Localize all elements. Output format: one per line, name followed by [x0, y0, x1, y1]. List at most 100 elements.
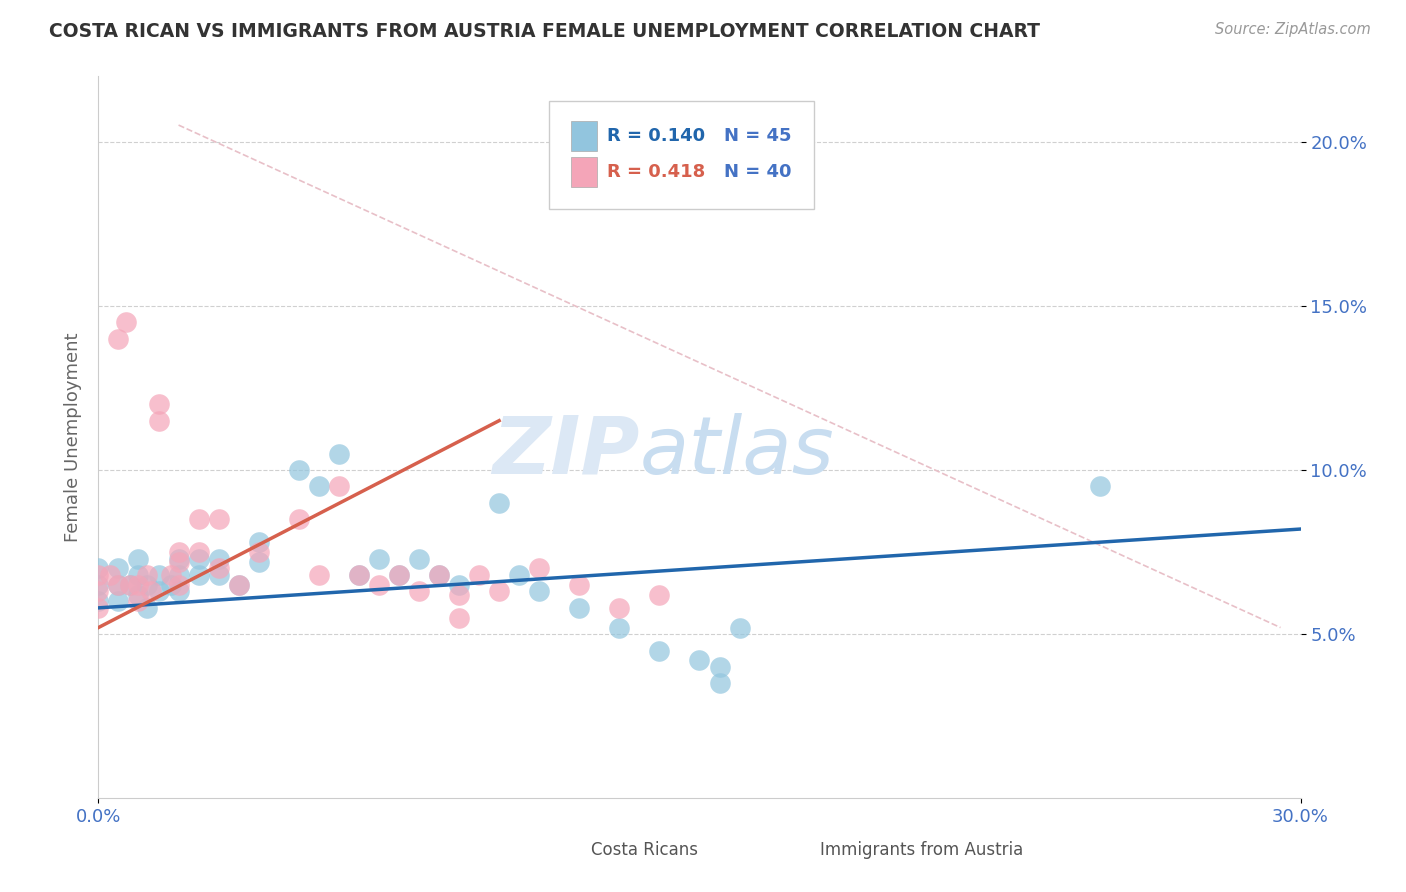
Text: N = 40: N = 40 — [724, 163, 792, 181]
Point — [228, 578, 250, 592]
Point — [728, 621, 751, 635]
Point — [688, 653, 710, 667]
Text: COSTA RICAN VS IMMIGRANTS FROM AUSTRIA FEMALE UNEMPLOYMENT CORRELATION CHART: COSTA RICAN VS IMMIGRANTS FROM AUSTRIA F… — [49, 22, 1040, 41]
Point — [408, 551, 430, 566]
Text: atlas: atlas — [640, 412, 834, 491]
FancyBboxPatch shape — [783, 838, 810, 862]
Point — [328, 446, 350, 460]
Point — [120, 578, 142, 592]
Point — [488, 496, 510, 510]
Point — [135, 568, 157, 582]
Point — [208, 561, 231, 575]
Point — [187, 568, 209, 582]
Point — [1088, 479, 1111, 493]
Point — [107, 578, 129, 592]
Point — [128, 588, 150, 602]
Point — [228, 578, 250, 592]
Text: ZIP: ZIP — [492, 412, 640, 491]
Point — [128, 551, 150, 566]
Point — [148, 584, 170, 599]
Point — [148, 414, 170, 428]
Point — [128, 568, 150, 582]
Point — [107, 332, 129, 346]
Y-axis label: Female Unemployment: Female Unemployment — [63, 333, 82, 541]
FancyBboxPatch shape — [571, 120, 598, 151]
Point — [288, 512, 311, 526]
Point — [167, 568, 190, 582]
Point — [247, 555, 270, 569]
Point — [529, 584, 551, 599]
Point — [247, 545, 270, 559]
Point — [508, 568, 530, 582]
Point — [115, 315, 138, 329]
Point — [167, 578, 190, 592]
Point — [568, 600, 591, 615]
Point — [208, 551, 231, 566]
Point — [288, 463, 311, 477]
Point — [135, 600, 157, 615]
Point — [148, 397, 170, 411]
Point — [120, 578, 142, 592]
Point — [167, 551, 190, 566]
Point — [488, 584, 510, 599]
Point — [87, 568, 110, 582]
Point — [87, 600, 110, 615]
Point — [139, 584, 162, 599]
Point — [529, 561, 551, 575]
Point — [87, 584, 110, 599]
Point — [135, 578, 157, 592]
Point — [308, 568, 330, 582]
Point — [648, 588, 671, 602]
Text: Source: ZipAtlas.com: Source: ZipAtlas.com — [1215, 22, 1371, 37]
Text: Costa Ricans: Costa Ricans — [592, 841, 699, 859]
Point — [148, 568, 170, 582]
Point — [167, 545, 190, 559]
Point — [107, 561, 129, 575]
Point — [709, 676, 731, 690]
Text: N = 45: N = 45 — [724, 127, 792, 145]
Point — [709, 660, 731, 674]
Point — [208, 568, 231, 582]
Point — [128, 594, 150, 608]
Point — [247, 535, 270, 549]
Point — [388, 568, 411, 582]
Point — [187, 551, 209, 566]
Point — [347, 568, 370, 582]
Point — [159, 578, 181, 592]
Point — [408, 584, 430, 599]
Point — [87, 561, 110, 575]
Point — [468, 568, 491, 582]
FancyBboxPatch shape — [571, 157, 598, 187]
Point — [87, 594, 110, 608]
Point — [368, 578, 391, 592]
Point — [447, 588, 470, 602]
Text: Immigrants from Austria: Immigrants from Austria — [820, 841, 1024, 859]
Text: R = 0.140: R = 0.140 — [607, 127, 704, 145]
Point — [107, 578, 129, 592]
Point — [87, 578, 110, 592]
Point — [427, 568, 450, 582]
Point — [427, 568, 450, 582]
Point — [328, 479, 350, 493]
Point — [447, 578, 470, 592]
FancyBboxPatch shape — [550, 101, 814, 210]
Point — [388, 568, 411, 582]
Text: R = 0.418: R = 0.418 — [607, 163, 706, 181]
Point — [347, 568, 370, 582]
Point — [107, 594, 129, 608]
Point — [308, 479, 330, 493]
Point — [648, 643, 671, 657]
Point — [208, 512, 231, 526]
Point — [447, 610, 470, 624]
Point — [167, 584, 190, 599]
Point — [128, 578, 150, 592]
Point — [609, 621, 631, 635]
Point — [609, 600, 631, 615]
Point — [568, 578, 591, 592]
Point — [368, 551, 391, 566]
Point — [187, 512, 209, 526]
Point — [167, 555, 190, 569]
FancyBboxPatch shape — [555, 838, 582, 862]
Point — [100, 568, 122, 582]
Point — [159, 568, 181, 582]
